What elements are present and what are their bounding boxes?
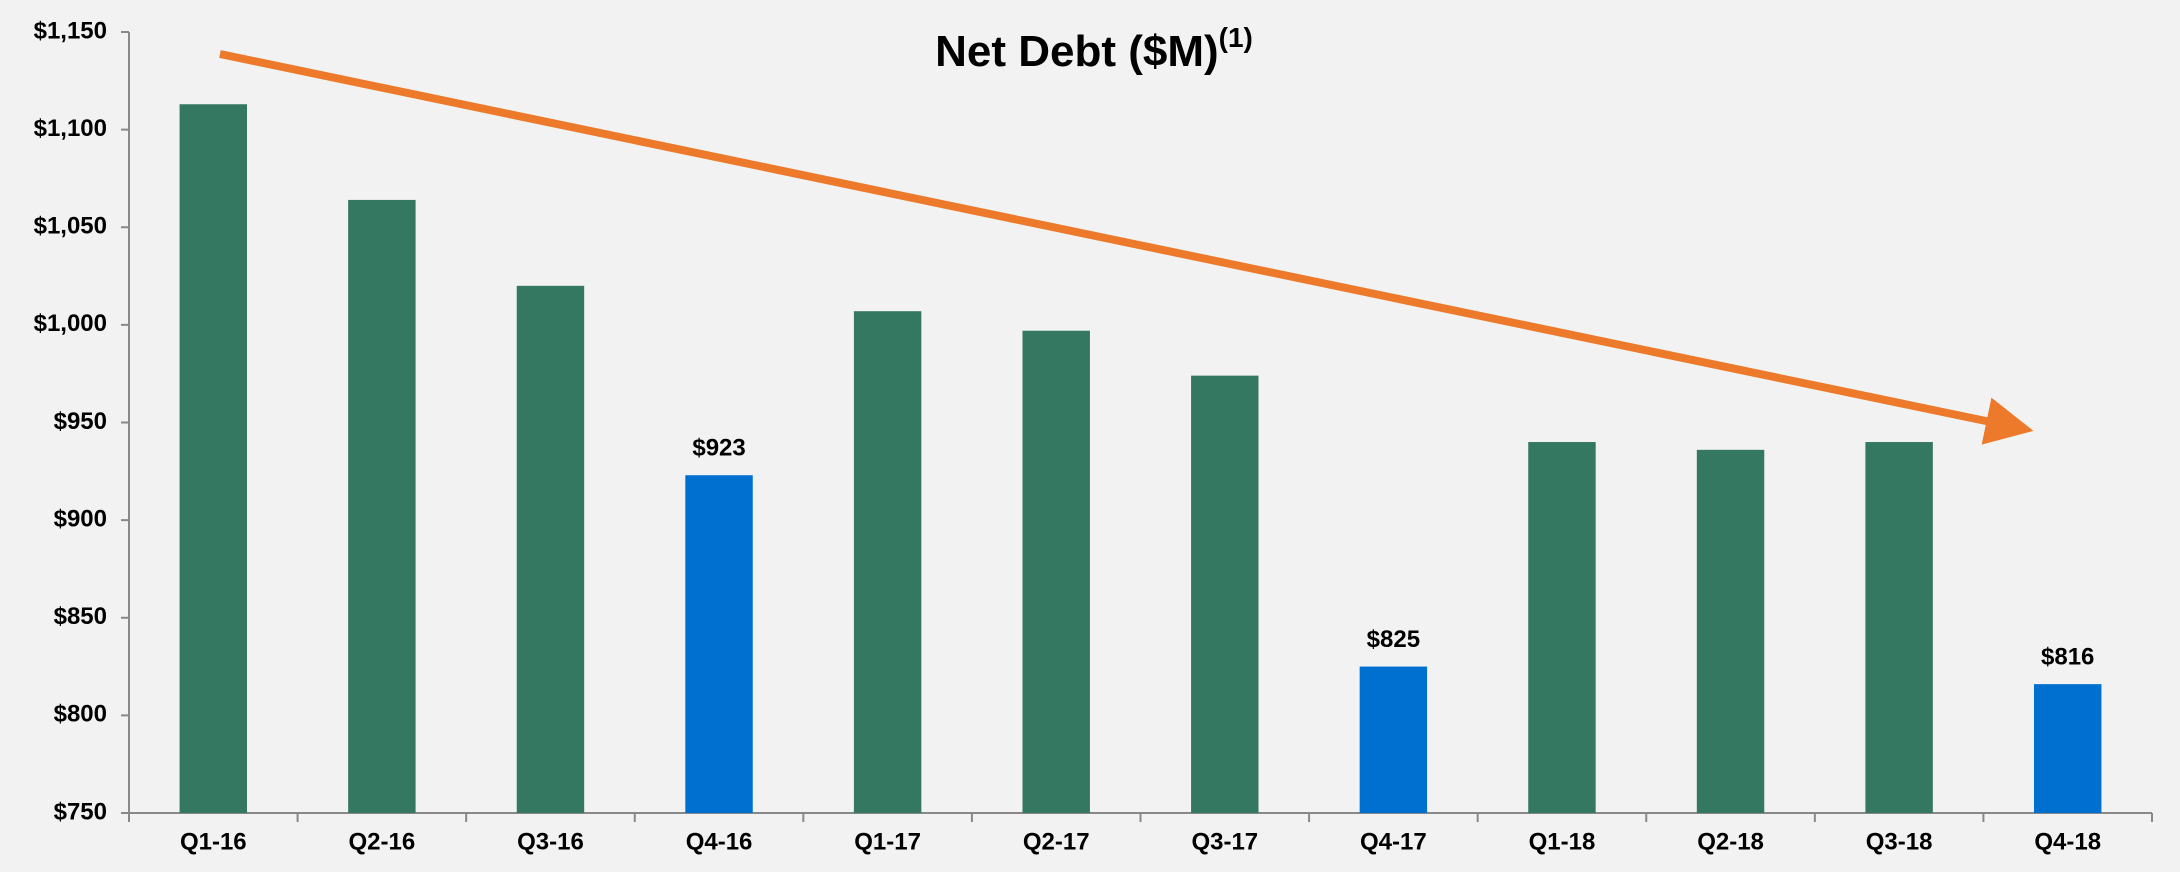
x-tick-label: Q3-17 [1191, 828, 1258, 855]
x-tick-label: Q4-17 [1360, 828, 1427, 855]
x-tick-label: Q2-18 [1697, 828, 1764, 855]
x-tick-label: Q2-17 [1023, 828, 1090, 855]
bar [1528, 442, 1596, 813]
x-tick-label: Q4-18 [2034, 828, 2101, 855]
y-tick-label: $1,150 [34, 17, 107, 44]
bar [685, 475, 753, 813]
x-tick-label: Q1-17 [854, 828, 921, 855]
x-tick-label: Q1-16 [180, 828, 247, 855]
y-tick-label: $1,050 [34, 213, 107, 240]
y-tick-label: $900 [54, 505, 107, 532]
value-label: $825 [1367, 626, 1420, 653]
y-tick-label: $800 [54, 701, 107, 728]
title-superscript: (1) [1219, 22, 1253, 53]
x-tick-label: Q4-16 [686, 828, 753, 855]
bar [179, 104, 248, 814]
x-tick-label: Q3-18 [1866, 828, 1933, 855]
value-label: $816 [2041, 643, 2094, 670]
bar [2033, 684, 2102, 813]
value-label: $923 [692, 435, 745, 462]
bar [516, 285, 585, 813]
y-tick-label: $850 [54, 603, 107, 630]
bar [1865, 442, 1933, 813]
bar [1359, 666, 1428, 813]
title-text: Net Debt ($M) [935, 27, 1219, 76]
bar [1696, 449, 1765, 813]
y-tick-label: $1,000 [34, 310, 107, 337]
x-tick-label: Q3-16 [517, 828, 584, 855]
y-tick-label: $950 [54, 408, 107, 435]
y-tick-label: $750 [54, 798, 107, 825]
trend-arrow [219, 50, 2034, 445]
x-tick-label: Q1-18 [1529, 828, 1596, 855]
bar [1022, 330, 1090, 813]
bar [1191, 375, 1259, 813]
chart-title: Net Debt ($M)(1) [935, 22, 1253, 75]
bar [348, 199, 416, 814]
x-tick-label: Q2-16 [349, 828, 416, 855]
y-tick-label: $1,100 [34, 115, 107, 142]
bar [853, 311, 922, 813]
